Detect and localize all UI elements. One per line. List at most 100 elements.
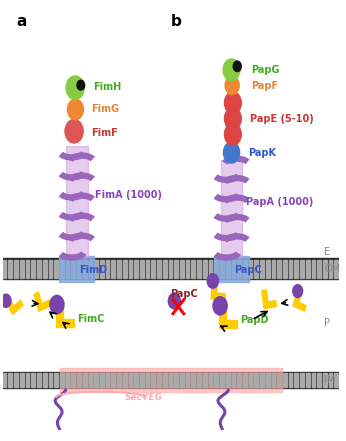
Text: PapK: PapK — [248, 148, 276, 157]
Bar — [20, 373, 24, 387]
Polygon shape — [211, 279, 226, 300]
Bar — [266, 373, 270, 387]
Bar — [26, 260, 29, 278]
Bar — [289, 260, 292, 278]
Bar — [323, 373, 327, 387]
Bar — [31, 373, 35, 387]
Bar — [77, 373, 81, 387]
Text: PapC: PapC — [170, 289, 198, 299]
Text: FimF: FimF — [91, 128, 118, 138]
Bar — [249, 373, 252, 387]
Bar — [254, 373, 258, 387]
Circle shape — [207, 274, 219, 288]
Bar — [129, 260, 132, 278]
Bar — [89, 260, 92, 278]
Circle shape — [223, 59, 240, 81]
Circle shape — [225, 108, 241, 130]
Bar — [237, 373, 241, 387]
Bar — [106, 260, 109, 278]
Bar — [191, 373, 195, 387]
Bar — [66, 146, 88, 257]
Text: FimA (1000): FimA (1000) — [95, 190, 162, 200]
Bar — [226, 373, 229, 387]
Text: E: E — [324, 247, 330, 257]
Bar — [220, 260, 224, 278]
Bar — [220, 373, 224, 387]
Bar — [83, 260, 86, 278]
Bar — [221, 160, 242, 257]
Bar — [312, 260, 315, 278]
Bar — [60, 373, 64, 387]
Bar — [123, 373, 127, 387]
Bar — [209, 373, 212, 387]
Circle shape — [213, 297, 227, 315]
Polygon shape — [34, 292, 51, 311]
Bar — [146, 373, 149, 387]
Circle shape — [224, 142, 239, 163]
Bar — [59, 256, 94, 282]
Bar — [43, 373, 46, 387]
Bar — [9, 260, 12, 278]
Bar — [231, 373, 235, 387]
Bar — [71, 260, 75, 278]
Bar — [335, 373, 338, 387]
Text: PapD: PapD — [240, 315, 269, 325]
Bar — [306, 373, 310, 387]
Bar — [266, 260, 270, 278]
Bar — [100, 373, 104, 387]
Circle shape — [50, 295, 64, 314]
Bar — [54, 373, 58, 387]
Bar — [123, 260, 127, 278]
Bar — [226, 260, 229, 278]
Bar — [60, 368, 282, 392]
Bar — [26, 373, 29, 387]
Polygon shape — [262, 290, 276, 309]
Circle shape — [293, 284, 303, 298]
Bar — [180, 260, 184, 278]
Bar — [117, 373, 121, 387]
Bar — [169, 260, 172, 278]
Bar — [231, 260, 235, 278]
Text: PapF: PapF — [251, 81, 279, 90]
Text: FimC: FimC — [78, 314, 105, 324]
Bar — [180, 373, 184, 387]
Bar — [94, 373, 98, 387]
Bar — [306, 260, 310, 278]
Bar — [169, 373, 172, 387]
Bar — [152, 260, 155, 278]
Bar — [174, 373, 178, 387]
Polygon shape — [56, 302, 74, 327]
Text: PapC: PapC — [234, 265, 262, 275]
Bar — [335, 260, 338, 278]
Bar — [3, 372, 339, 388]
Bar — [43, 260, 46, 278]
Bar — [203, 260, 207, 278]
Circle shape — [67, 99, 83, 120]
Bar — [48, 373, 52, 387]
Bar — [191, 260, 195, 278]
Text: PapA (1000): PapA (1000) — [246, 197, 313, 206]
Bar — [134, 373, 138, 387]
Bar — [83, 373, 86, 387]
Bar — [163, 373, 166, 387]
Bar — [317, 260, 321, 278]
Bar — [100, 260, 104, 278]
Text: FimG: FimG — [91, 105, 119, 115]
Bar — [215, 373, 218, 387]
Text: IM: IM — [324, 375, 335, 385]
Text: PapG: PapG — [251, 65, 280, 75]
Bar — [300, 373, 304, 387]
Circle shape — [1, 294, 11, 307]
Circle shape — [225, 123, 241, 145]
Text: OM: OM — [324, 264, 340, 274]
Bar — [186, 373, 190, 387]
Bar — [329, 260, 333, 278]
Bar — [254, 260, 258, 278]
Bar — [111, 260, 115, 278]
Bar — [66, 260, 70, 278]
Circle shape — [77, 80, 85, 90]
Bar — [323, 260, 327, 278]
Bar — [237, 260, 241, 278]
Bar — [329, 373, 333, 387]
Circle shape — [66, 76, 84, 100]
